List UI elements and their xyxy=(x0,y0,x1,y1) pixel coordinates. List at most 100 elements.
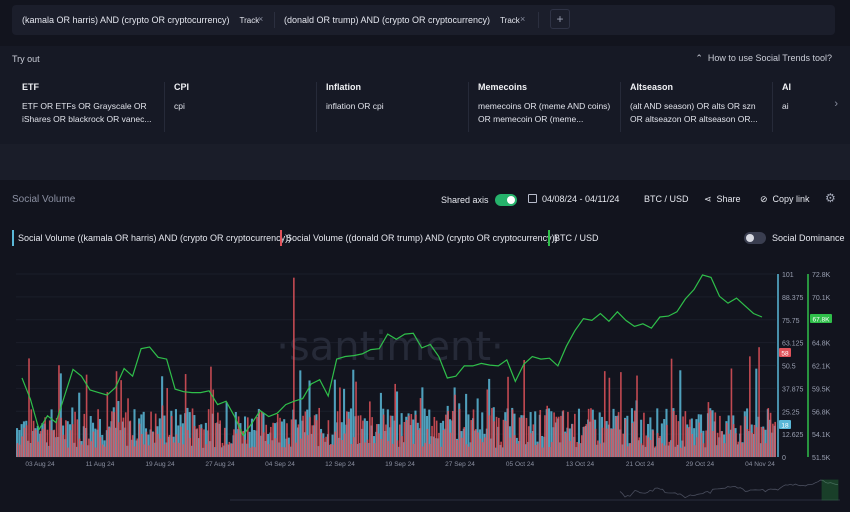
trump-bar xyxy=(150,411,152,457)
trump-bar xyxy=(74,411,76,457)
topic-card-memecoins[interactable]: Memecoins memecoins OR (meme AND coins) … xyxy=(478,82,618,126)
btc-current-badge: 67.8K xyxy=(813,317,831,324)
topic-card-ai[interactable]: AI ai xyxy=(782,82,822,113)
left-tick-label: 101 xyxy=(782,272,794,279)
trump-volume-bars xyxy=(16,277,776,457)
left-tick-label: 12.625 xyxy=(782,432,804,439)
trump-bar xyxy=(486,389,489,457)
copy-link-label: Copy link xyxy=(772,194,810,204)
toggle-switch[interactable] xyxy=(494,194,517,206)
trump-bar xyxy=(643,412,645,457)
trump-bar xyxy=(580,435,583,457)
chart-minimap[interactable] xyxy=(230,479,840,501)
kamala-bar xyxy=(158,418,161,457)
trump-bar xyxy=(101,444,104,457)
trump-bar xyxy=(359,415,362,457)
legend-item-btc[interactable]: BTC / USD xyxy=(548,230,599,246)
track-button[interactable]: Track xyxy=(500,15,520,25)
left-tick-label: 37.875 xyxy=(782,386,804,393)
trump-bar xyxy=(613,428,615,457)
chevron-right-icon[interactable]: › xyxy=(834,98,838,110)
right-tick-label: 54.1K xyxy=(812,432,831,439)
chart-axes: 101 88.375 75.75 63.125 50.5 37.875 25.25 12.62… xyxy=(25,272,832,468)
trump-bar xyxy=(659,435,661,457)
trump-bar xyxy=(382,414,385,457)
chart-legend: Social Volume ((kamala OR harris) AND (c… xyxy=(0,228,850,248)
trump-bar xyxy=(177,442,180,457)
trump-bar xyxy=(585,424,588,457)
topic-card-etf[interactable]: ETF ETF OR ETFs OR Grayscale OR iShares … xyxy=(22,82,162,126)
copy-link-button[interactable]: ⊘ Copy link xyxy=(760,194,810,205)
trump-bar xyxy=(553,412,555,457)
topic-card-inflation[interactable]: Inflation inflation OR cpi xyxy=(326,82,466,113)
legend-item-trump[interactable]: Social Volume ((donald OR trump) AND (cr… xyxy=(280,230,558,246)
trump-bar xyxy=(716,432,719,457)
date-range-picker[interactable]: 04/08/24 - 04/11/24 xyxy=(528,194,619,204)
close-icon[interactable]: × xyxy=(520,14,526,24)
trump-bar xyxy=(488,415,491,457)
trump-bar xyxy=(405,420,408,457)
gear-icon[interactable]: ⚙ xyxy=(825,191,836,205)
trump-bar xyxy=(495,416,498,457)
trump-bar xyxy=(272,422,274,457)
kamala-bar xyxy=(78,392,81,457)
topic-title: Memecoins xyxy=(478,82,528,92)
trump-bar xyxy=(62,434,65,457)
legend-item-kamala[interactable]: Social Volume ((kamala OR harris) AND (c… xyxy=(12,230,291,246)
trump-bar xyxy=(705,430,707,457)
kamala-bar xyxy=(550,411,553,457)
track-button[interactable]: Track xyxy=(239,15,260,25)
trump-bar xyxy=(223,427,226,457)
kamala-bar xyxy=(225,402,228,457)
trump-bar xyxy=(737,441,740,457)
trump-bar xyxy=(442,430,445,457)
trump-bar xyxy=(51,430,53,457)
trump-bar xyxy=(336,411,339,457)
query-text[interactable]: (kamala OR harris) AND (crypto OR crypto… xyxy=(22,15,230,25)
trump-bar xyxy=(603,371,606,457)
trump-bar xyxy=(474,429,477,457)
trump-bar xyxy=(18,444,21,457)
trump-bar xyxy=(592,419,595,457)
trump-bar xyxy=(378,433,380,457)
trump-bar xyxy=(599,443,601,457)
trump-bar xyxy=(481,442,484,457)
close-icon[interactable]: × xyxy=(258,14,264,24)
topic-title: CPI xyxy=(174,82,190,92)
social-volume-chart[interactable]: ·santiment· 101 88.375 75.75 63.125 50.5 37.8… xyxy=(0,262,850,512)
btc-price-line xyxy=(21,274,763,437)
add-query-button[interactable]: + xyxy=(550,9,570,29)
trump-bar xyxy=(394,383,396,457)
trump-bar xyxy=(203,429,205,457)
trump-bar xyxy=(458,408,461,457)
kamala-current-badge: 18 xyxy=(781,423,789,430)
divider xyxy=(772,82,773,132)
topic-card-cpi[interactable]: CPI cpi xyxy=(174,82,314,113)
trump-bar xyxy=(712,430,714,457)
trump-bar xyxy=(124,412,127,457)
trump-bar xyxy=(468,446,470,457)
trump-bar xyxy=(120,380,122,457)
trump-bar xyxy=(270,426,272,457)
kamala-bar xyxy=(548,408,551,457)
query-bar: (kamala OR harris) AND (crypto OR crypto… xyxy=(12,5,835,35)
toggle-switch[interactable] xyxy=(744,232,766,244)
shared-axis-toggle[interactable]: Shared axis xyxy=(441,194,517,206)
trump-bar xyxy=(42,428,44,457)
share-button[interactable]: ⋖ Share xyxy=(704,194,741,205)
pair-selector[interactable]: BTC / USD xyxy=(644,194,689,204)
kamala-bar xyxy=(467,414,470,457)
trump-bar xyxy=(260,411,263,457)
query-pill-trump[interactable]: (donald OR trump) AND (crypto OR cryptoc… xyxy=(284,10,520,30)
query-pill-kamala[interactable]: (kamala OR harris) AND (crypto OR crypto… xyxy=(22,10,259,30)
topic-query: cpi xyxy=(174,101,185,111)
topic-card-altseason[interactable]: Altseason (alt AND season) OR alts OR sz… xyxy=(630,82,770,126)
query-text[interactable]: (donald OR trump) AND (crypto OR cryptoc… xyxy=(284,15,491,25)
topic-title: Inflation xyxy=(326,82,361,92)
social-dominance-toggle[interactable]: Social Dominance xyxy=(744,232,845,244)
trump-bar xyxy=(774,421,776,457)
trump-bar xyxy=(472,409,475,457)
trump-bar xyxy=(574,413,576,457)
trump-bar xyxy=(108,427,111,457)
how-to-link[interactable]: ⌃ How to use Social Trends tool? xyxy=(695,53,832,64)
